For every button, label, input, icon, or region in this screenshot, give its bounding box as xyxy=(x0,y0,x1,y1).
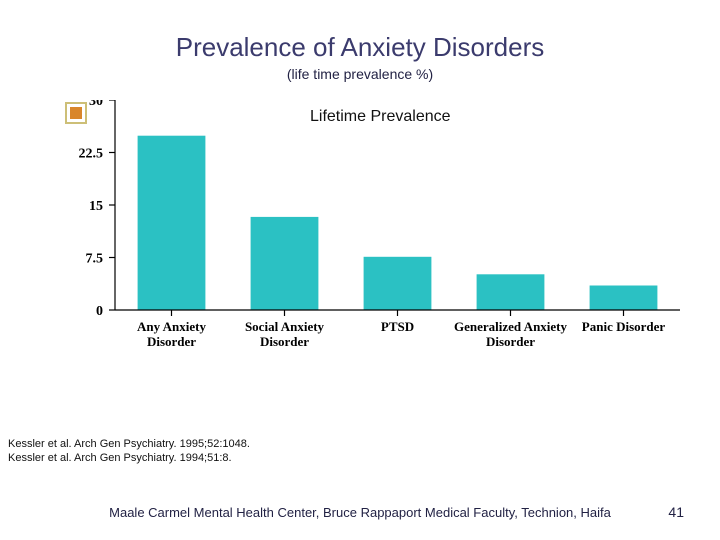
category-label: Panic Disorder xyxy=(567,320,680,335)
svg-text:7.5: 7.5 xyxy=(86,252,104,267)
reference-line: Kessler et al. Arch Gen Psychiatry. 1994… xyxy=(8,452,250,466)
slide-footer: Maale Carmel Mental Health Center, Bruce… xyxy=(0,505,720,520)
slide-subtitle: (life time prevalence %) xyxy=(0,66,720,82)
reference-line: Kessler et al. Arch Gen Psychiatry. 1995… xyxy=(8,438,250,452)
prevalence-bar-chart: 0 7.5 15 22.5 30 Lifetime Prevalence Any Anx… xyxy=(40,100,680,370)
slide-title: Prevalence of Anxiety Disorders xyxy=(0,32,720,63)
page-number: 41 xyxy=(668,504,684,520)
svg-text:0: 0 xyxy=(96,304,103,319)
references-block: Kessler et al. Arch Gen Psychiatry. 1995… xyxy=(8,438,250,466)
svg-text:22.5: 22.5 xyxy=(79,147,104,162)
category-label: Any Anxiety Disorder xyxy=(115,320,228,350)
category-label: PTSD xyxy=(341,320,454,335)
category-label: Generalized Anxiety Disorder xyxy=(454,320,567,350)
chart-legend-label: Lifetime Prevalence xyxy=(310,108,451,126)
svg-text:15: 15 xyxy=(89,199,103,214)
svg-text:30: 30 xyxy=(89,100,103,109)
category-label: Social Anxiety Disorder xyxy=(228,320,341,350)
slide: Prevalence of Anxiety Disorders (life ti… xyxy=(0,0,720,540)
